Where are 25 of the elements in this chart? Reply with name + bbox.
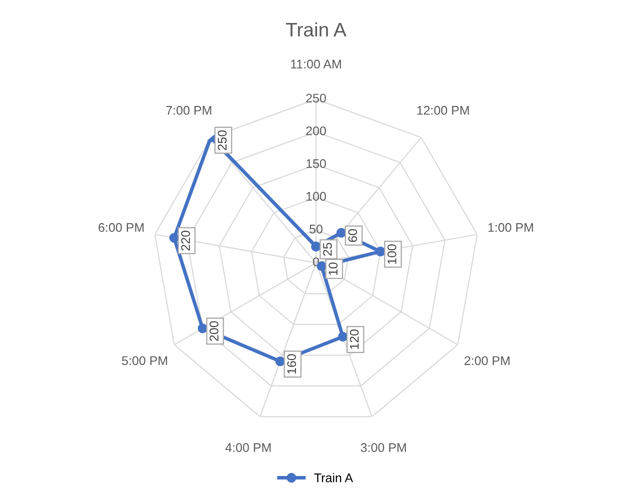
data-label: 60 [348, 229, 358, 242]
data-label: 160 [287, 354, 296, 374]
y-tick-label: 250 [306, 94, 326, 103]
data-label: 200 [210, 321, 218, 341]
legend-label: Train A [314, 473, 354, 482]
data-label: 25 [323, 242, 332, 256]
spoke-label: 5:00 PM [122, 356, 168, 366]
data-label: 250 [218, 130, 227, 150]
spoke-label: 2:00 PM [464, 356, 510, 366]
spoke-label: 3:00 PM [360, 443, 406, 452]
data-label: 10 [328, 262, 338, 275]
spoke-label: 1:00 PM [488, 223, 533, 232]
spoke-label: 4:00 PM [225, 443, 271, 452]
data-label: 100 [387, 244, 396, 264]
spoke-label: 11:00 AM [291, 60, 341, 69]
y-tick-label: 150 [306, 159, 326, 168]
data-label: 120 [350, 330, 359, 349]
y-tick-label: 100 [306, 192, 326, 201]
spoke-label: 12:00 PM [417, 106, 469, 115]
data-label: 220 [181, 230, 190, 250]
y-tick-label: 200 [306, 126, 326, 136]
spoke-label: 7:00 PM [166, 106, 212, 115]
spoke-label: 6:00 PM [98, 223, 144, 232]
y-tick-label: 50 [310, 224, 322, 234]
chart-title: Train A [286, 22, 346, 37]
